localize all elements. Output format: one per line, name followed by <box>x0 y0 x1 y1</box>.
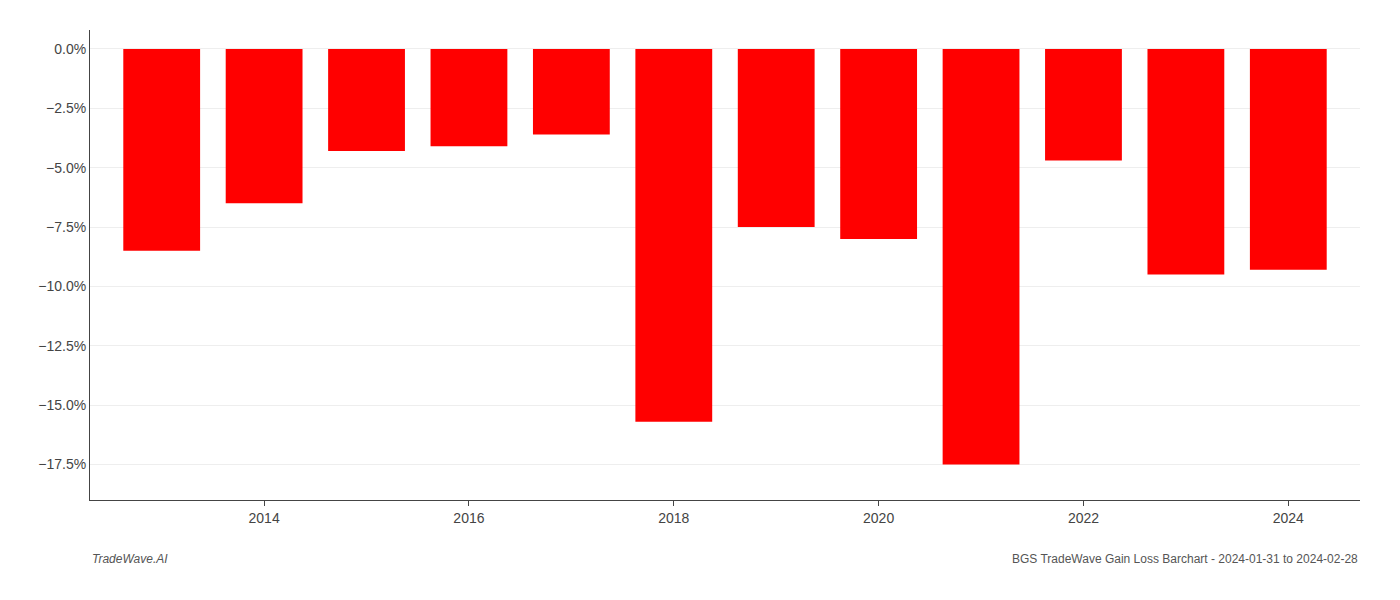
svg-text:−12.5%: −12.5% <box>38 338 86 354</box>
svg-text:−15.0%: −15.0% <box>38 397 86 413</box>
svg-text:2020: 2020 <box>863 510 894 526</box>
svg-text:0.0%: 0.0% <box>54 41 86 57</box>
svg-text:−7.5%: −7.5% <box>46 219 86 235</box>
svg-text:2014: 2014 <box>249 510 280 526</box>
svg-text:2022: 2022 <box>1068 510 1099 526</box>
svg-text:2024: 2024 <box>1273 510 1304 526</box>
svg-text:2018: 2018 <box>658 510 689 526</box>
svg-text:−5.0%: −5.0% <box>46 160 86 176</box>
svg-text:−17.5%: −17.5% <box>38 456 86 472</box>
svg-text:2016: 2016 <box>453 510 484 526</box>
svg-text:TradeWave.AI: TradeWave.AI <box>92 552 168 566</box>
svg-text:−10.0%: −10.0% <box>38 278 86 294</box>
svg-text:BGS TradeWave Gain Loss Barcha: BGS TradeWave Gain Loss Barchart - 2024-… <box>1012 552 1358 566</box>
svg-text:−2.5%: −2.5% <box>46 100 86 116</box>
